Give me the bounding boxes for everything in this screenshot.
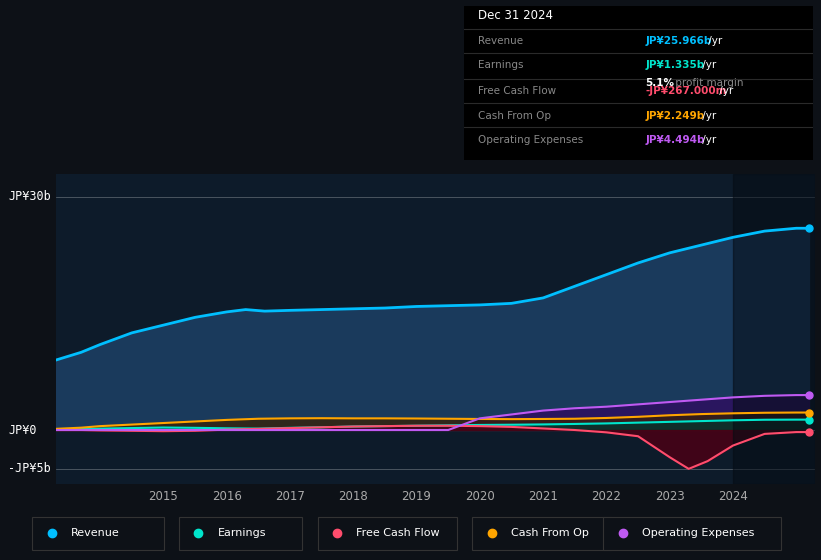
Text: /yr: /yr [704,36,722,46]
Text: Cash From Op: Cash From Op [478,111,551,121]
Text: Revenue: Revenue [71,529,120,538]
Text: Earnings: Earnings [478,60,523,70]
Text: Earnings: Earnings [218,529,266,538]
Text: Revenue: Revenue [478,36,523,46]
Text: JP¥30b: JP¥30b [8,190,51,203]
Text: JP¥2.249b: JP¥2.249b [645,111,704,121]
Text: /yr: /yr [699,111,716,121]
Point [802,391,815,400]
Text: JP¥25.966b: JP¥25.966b [645,36,712,46]
Point [802,415,815,424]
FancyBboxPatch shape [318,516,456,550]
Text: 5.1%: 5.1% [645,78,674,87]
Text: Free Cash Flow: Free Cash Flow [478,86,556,96]
FancyBboxPatch shape [472,516,611,550]
Text: Free Cash Flow: Free Cash Flow [356,529,440,538]
Point [802,224,815,233]
Text: JP¥1.335b: JP¥1.335b [645,60,704,70]
Text: -JP¥5b: -JP¥5b [8,463,51,475]
Text: /yr: /yr [717,86,734,96]
Text: JP¥4.494b: JP¥4.494b [645,136,704,146]
Text: Operating Expenses: Operating Expenses [642,529,754,538]
Point [802,428,815,437]
Bar [733,174,815,484]
Text: /yr: /yr [699,60,716,70]
Text: Operating Expenses: Operating Expenses [478,136,583,146]
FancyBboxPatch shape [179,516,302,550]
Text: JP¥0: JP¥0 [8,423,37,436]
FancyBboxPatch shape [603,516,781,550]
Text: /yr: /yr [699,136,716,146]
Text: profit margin: profit margin [672,78,743,87]
Point [802,408,815,417]
Text: -JP¥267.000m: -JP¥267.000m [645,86,727,96]
FancyBboxPatch shape [32,516,163,550]
Text: Cash From Op: Cash From Op [511,529,589,538]
Text: Dec 31 2024: Dec 31 2024 [478,9,553,22]
